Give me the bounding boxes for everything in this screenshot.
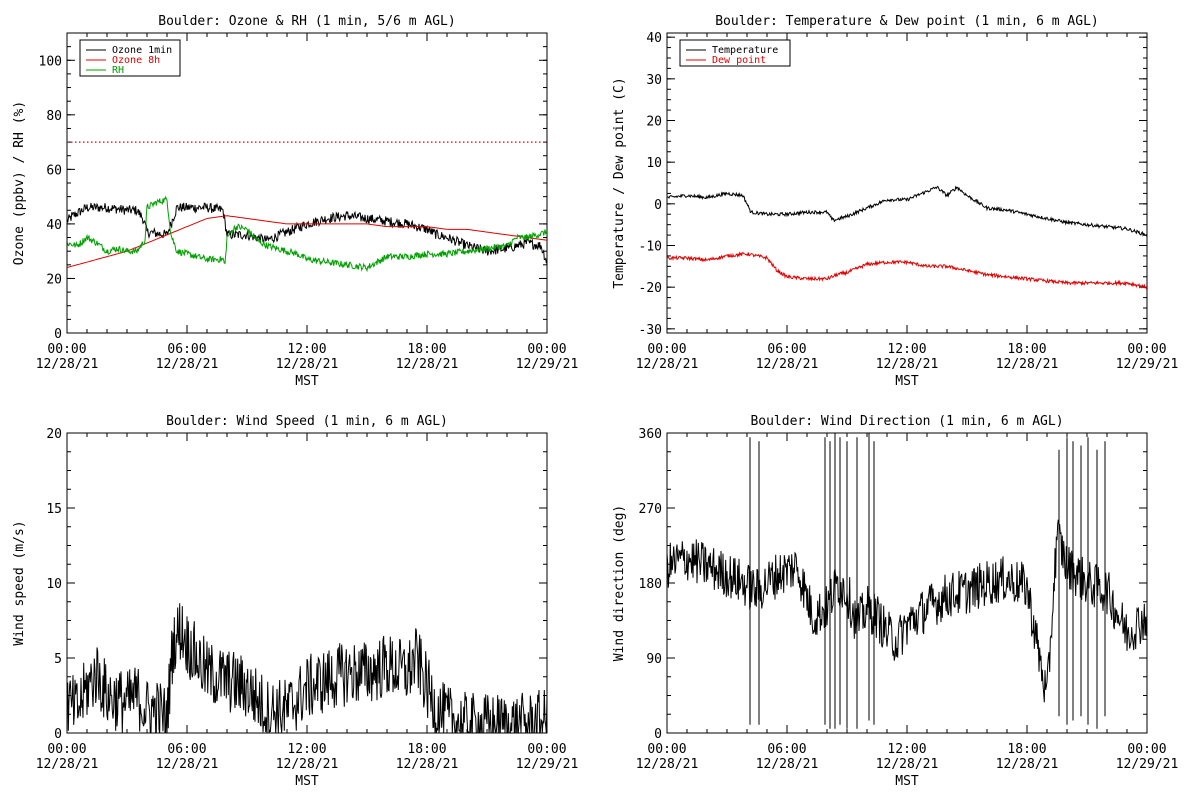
chart-1-xtick-label-time: 12:00 [287, 342, 326, 357]
chart-2-line-dew-point [667, 251, 1147, 290]
chart-3-ytick-label: 0 [54, 727, 62, 742]
chart-3-xtick-label-date: 12/28/21 [276, 757, 339, 772]
chart-2-ylabel: Temperature / Dew point (C) [612, 77, 627, 288]
chart-1-xtick-label-date: 12/29/21 [516, 357, 579, 372]
chart-4-ytick-label: 270 [639, 502, 662, 517]
chart-1-plot-frame [66, 32, 548, 334]
chart-3-ytick-label: 10 [46, 577, 62, 592]
chart-4-xtick-label-time: 18:00 [1007, 742, 1046, 757]
chart-3-xtick-label-date: 12/28/21 [396, 757, 459, 772]
chart-3-xlabel: MST [295, 774, 319, 789]
chart-3-title: Boulder: Wind Speed (1 min, 6 m AGL) [166, 414, 448, 429]
chart-1-xtick-label-time: 06:00 [167, 342, 206, 357]
chart-2-xtick-label-time: 18:00 [1007, 342, 1046, 357]
chart-1-line-rh [67, 195, 547, 273]
chart-2-xtick-label-time: 12:00 [887, 342, 926, 357]
chart-1-title: Boulder: Ozone & RH (1 min, 5/6 m AGL) [158, 14, 455, 29]
chart-2-xtick-label-date: 12/28/21 [996, 357, 1059, 372]
chart-4-ytick-label: 360 [639, 427, 662, 442]
chart-1-legend-label-rh: RH [112, 65, 124, 76]
chart-3-xtick-label-date: 12/29/21 [516, 757, 579, 772]
chart-2-xlabel: MST [895, 374, 919, 389]
chart-2-ytick-label: 40 [646, 31, 662, 46]
chart-4-xtick-label-time: 00:00 [1127, 742, 1166, 757]
chart-4-ytick-label: 180 [639, 577, 662, 592]
chart-4-xtick-label-date: 12/28/21 [876, 757, 939, 772]
chart-2-ytick-label: -20 [639, 281, 662, 296]
chart-2-xtick-label-date: 12/28/21 [636, 357, 699, 372]
chart-2-ytick-label: 10 [646, 156, 662, 171]
chart-1-ytick-label: 40 [46, 218, 62, 233]
chart-2-ytick-label: -10 [639, 240, 662, 255]
chart-4-xtick-label-date: 12/28/21 [996, 757, 1059, 772]
chart-1-ytick-label: 80 [46, 109, 62, 124]
chart-4-xlabel: MST [895, 774, 919, 789]
chart-3-ytick-label: 20 [46, 427, 62, 442]
chart-2-line-temperature [667, 185, 1147, 237]
chart-2-xtick-label-time: 00:00 [647, 342, 686, 357]
chart-3-xtick-label-time: 00:00 [527, 742, 566, 757]
chart-4-title: Boulder: Wind Direction (1 min, 6 m AGL) [750, 414, 1063, 429]
chart-4-xtick-label-date: 12/28/21 [756, 757, 819, 772]
chart-3-xtick-label-date: 12/28/21 [36, 757, 99, 772]
chart-1-legend-label-ozone-1min: Ozone 1min [112, 45, 172, 56]
chart-1-xtick-label-time: 00:00 [47, 342, 86, 357]
chart-4-xtick-label-date: 12/28/21 [636, 757, 699, 772]
chart-2-legend-label-dew-point: Dew point [712, 55, 766, 66]
chart-3-xtick-label-time: 18:00 [407, 742, 446, 757]
chart-4-ytick-label: 90 [646, 652, 662, 667]
chart-3-xtick-label-date: 12/28/21 [156, 757, 219, 772]
chart-2-ytick-label: 0 [654, 198, 662, 213]
chart-4-xtick-label-time: 12:00 [887, 742, 926, 757]
chart-1-xtick-label-time: 00:00 [527, 342, 566, 357]
chart-1-ytick-label: 60 [46, 163, 62, 178]
chart-3-ytick-label: 5 [54, 652, 62, 667]
chart-4-ytick-label: 0 [654, 727, 662, 742]
chart-1-xtick-label-date: 12/28/21 [396, 357, 459, 372]
chart-1-xtick-label-time: 18:00 [407, 342, 446, 357]
chart-2-legend-box [679, 39, 791, 67]
chart-1-ylabel: Ozone (ppbv) / RH (%) [12, 101, 27, 265]
chart-3-ylabel: Wind speed (m/s) [12, 520, 27, 645]
chart-2-xtick-label-time: 06:00 [767, 342, 806, 357]
chart-2-xtick-label-date: 12/28/21 [876, 357, 939, 372]
chart-1-line-ozone-1min [67, 202, 547, 264]
chart-2-title: Boulder: Temperature & Dew point (1 min,… [715, 14, 1099, 29]
chart-2-ytick-label: 30 [646, 73, 662, 88]
chart-2-plot-frame [666, 32, 1148, 334]
chart-1-xlabel: MST [295, 374, 319, 389]
chart-4-xtick-label-time: 00:00 [647, 742, 686, 757]
chart-2-xtick-label-date: 12/29/21 [1116, 357, 1179, 372]
chart-1-xtick-label-date: 12/28/21 [36, 357, 99, 372]
chart-4-xtick-label-time: 06:00 [767, 742, 806, 757]
chart-1-ytick-label: 100 [39, 54, 62, 69]
chart-3-xtick-label-time: 12:00 [287, 742, 326, 757]
chart-1-xtick-label-date: 12/28/21 [156, 357, 219, 372]
chart-4-ylabel: Wind direction (deg) [612, 505, 627, 662]
chart-1-ytick-label: 20 [46, 272, 62, 287]
chart-1-ytick-label: 0 [54, 327, 62, 342]
chart-1-line-ozone-8h [67, 215, 547, 268]
chart-2-ytick-label: 20 [646, 115, 662, 130]
chart-2-ytick-label: -30 [639, 323, 662, 338]
chart-3-line-series-1 [67, 603, 547, 733]
chart-4-line-series-2 [749, 433, 1106, 729]
chart-1-xtick-label-date: 12/28/21 [276, 357, 339, 372]
chart-4-xtick-label-date: 12/29/21 [1116, 757, 1179, 772]
chart-2-xtick-label-date: 12/28/21 [756, 357, 819, 372]
chart-1-legend-label-ozone-8h: Ozone 8h [112, 55, 160, 66]
chart-3-xtick-label-time: 06:00 [167, 742, 206, 757]
chart-3-xtick-label-time: 00:00 [47, 742, 86, 757]
chart-2-legend-label-temperature: Temperature [712, 45, 778, 56]
chart-3-ytick-label: 15 [46, 502, 62, 517]
chart-4-line-series-1 [667, 519, 1147, 703]
chart-2-xtick-label-time: 00:00 [1127, 342, 1166, 357]
